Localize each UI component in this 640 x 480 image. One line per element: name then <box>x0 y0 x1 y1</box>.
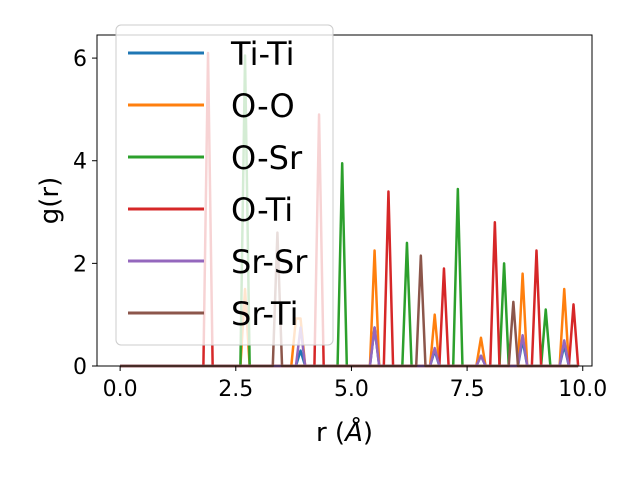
x-axis-label-end: ) <box>363 418 373 448</box>
legend-label-o-ti: O-Ti <box>231 191 293 229</box>
legend-label-sr-ti: Sr-Ti <box>231 295 298 333</box>
legend: Ti-Ti O-O O-Sr O-Ti Sr-Sr Sr-Ti <box>115 24 334 346</box>
y-axis: 0 2 4 6 <box>73 47 97 380</box>
legend-label-o-sr: O-Sr <box>231 139 303 177</box>
legend-label-ti-ti: Ti-Ti <box>230 35 295 73</box>
plot-frame <box>96 34 593 367</box>
x-tick-label: 0.0 <box>103 377 138 402</box>
y-tick-label: 6 <box>73 47 87 72</box>
y-axis-label: g(r) <box>35 177 65 224</box>
x-axis-label-main: r ( <box>316 418 345 448</box>
y-tick-label: 2 <box>73 252 87 277</box>
legend-box <box>115 24 334 346</box>
x-tick-label: 2.5 <box>218 377 253 402</box>
y-tick-label: 0 <box>73 355 87 380</box>
x-tick-label: 10.0 <box>558 377 607 402</box>
x-axis-label-unit: Å <box>343 416 363 448</box>
legend-label-o-o: O-O <box>231 87 295 125</box>
x-tick-label: 7.5 <box>450 377 485 402</box>
y-tick-label: 4 <box>73 150 87 175</box>
x-tick-label: 5.0 <box>334 377 369 402</box>
x-axis-label: r (Å) <box>316 416 373 448</box>
x-axis: 0.0 2.5 5.0 7.5 10.0 <box>103 366 607 402</box>
legend-label-sr-sr: Sr-Sr <box>231 243 308 281</box>
